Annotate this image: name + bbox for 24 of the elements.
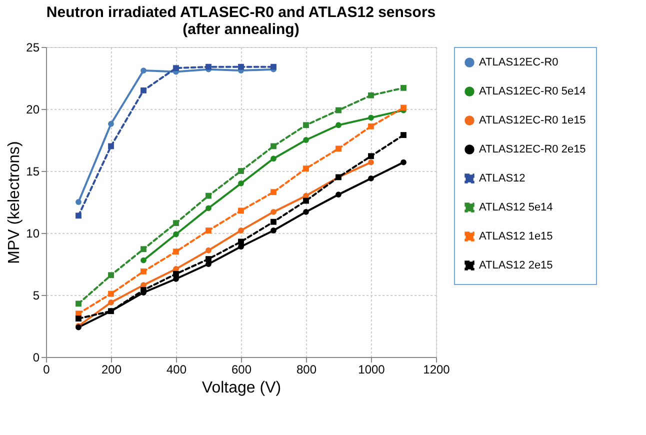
y-tick-label: 15 xyxy=(26,164,40,178)
y-axis-title: MPV (kelectrons) xyxy=(6,141,24,264)
legend-label: ATLAS12 1e15 xyxy=(479,230,553,242)
x-tick-label: 800 xyxy=(296,362,317,376)
legend-label: ATLAS12 xyxy=(479,172,526,184)
x-tick-label: 1200 xyxy=(423,362,450,376)
legend-label: ATLAS12EC-R0 5e14 xyxy=(479,86,586,98)
legend-label: ATLAS12EC-R0 xyxy=(479,56,558,68)
legend-label: ATLAS12 5e14 xyxy=(479,202,553,214)
legend-label: ATLAS12EC-R0 2e15 xyxy=(479,144,586,156)
legend-label: ATLAS12EC-R0 1e15 xyxy=(479,114,586,126)
x-tick-label: 0 xyxy=(43,362,50,376)
x-tick-label: 600 xyxy=(231,362,252,376)
y-tick-label: 5 xyxy=(32,288,40,302)
y-tick-label: 25 xyxy=(26,40,40,54)
chart-title: Neutron irradiated ATLASEC-R0 and ATLAS12 sensors (after annealing) xyxy=(46,4,436,38)
x-tick-label: 1000 xyxy=(358,362,386,376)
x-axis-title: Voltage (V) xyxy=(202,380,282,396)
y-tick-label: 20 xyxy=(26,102,40,116)
y-tick-label: 0 xyxy=(32,350,40,364)
x-tick-label: 400 xyxy=(166,362,187,376)
legend-label: ATLAS12 2e15 xyxy=(479,260,553,272)
y-tick-label: 10 xyxy=(26,226,40,240)
x-tick-label: 200 xyxy=(101,362,122,376)
